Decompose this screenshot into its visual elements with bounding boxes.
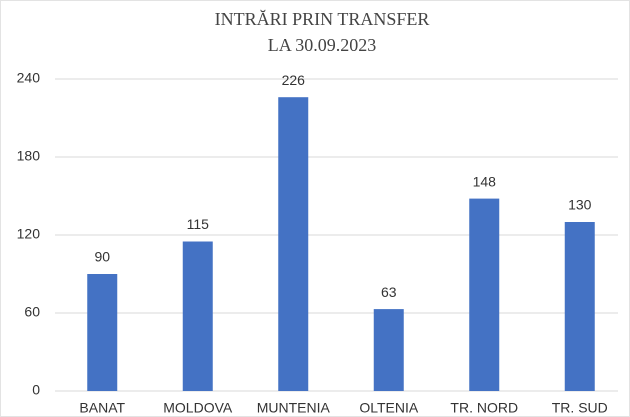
data-label: 226: [282, 72, 306, 88]
y-tick-label: 60: [24, 304, 40, 320]
bar: [373, 309, 404, 391]
y-tick-label: 180: [17, 148, 41, 164]
x-tick-label: TR. NORD: [450, 400, 518, 416]
data-label: 90: [94, 249, 110, 265]
bar: [87, 274, 118, 391]
y-tick-label: 240: [17, 70, 41, 86]
y-tick-label: 120: [17, 226, 41, 242]
y-tick-label: 0: [32, 382, 40, 398]
x-tick-label: OLTENIA: [359, 400, 419, 416]
x-tick-label: MUNTENIA: [257, 400, 331, 416]
bar: [278, 97, 309, 391]
data-label: 148: [473, 173, 497, 189]
bar: [564, 222, 595, 391]
bar: [469, 198, 500, 391]
x-tick-label: BANAT: [79, 400, 125, 416]
data-label: 63: [381, 284, 397, 300]
chart-subtitle: LA 30.09.2023: [268, 35, 377, 55]
data-label: 130: [568, 197, 592, 213]
bar: [182, 241, 213, 391]
x-tick-label: TR. SUD: [552, 400, 608, 416]
chart-title: INTRĂRI PRIN TRANSFER: [215, 9, 430, 29]
data-label: 115: [187, 216, 210, 232]
x-tick-label: MOLDOVA: [163, 400, 233, 416]
